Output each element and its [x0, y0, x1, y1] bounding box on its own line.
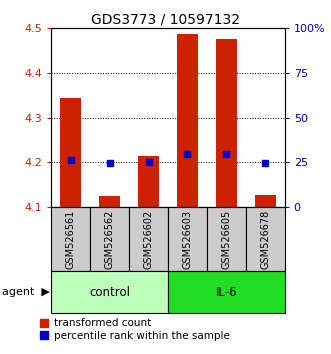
Bar [246, 207, 285, 271]
Bar [177, 34, 198, 207]
Bar [129, 207, 168, 271]
Bar [138, 156, 159, 207]
Bar [168, 207, 207, 271]
Bar [99, 196, 120, 207]
Bar [168, 271, 285, 313]
Bar [51, 271, 168, 313]
Text: GSM526678: GSM526678 [260, 209, 270, 269]
Text: IL-6: IL-6 [215, 286, 237, 298]
Bar [51, 207, 90, 271]
Bar [60, 98, 81, 207]
Bar [90, 207, 129, 271]
Bar [207, 207, 246, 271]
Text: GSM526562: GSM526562 [105, 209, 115, 269]
Text: GSM526603: GSM526603 [182, 209, 192, 269]
Text: GSM526605: GSM526605 [221, 209, 231, 269]
Bar [255, 195, 276, 207]
Bar [215, 39, 237, 207]
Text: agent  ▶: agent ▶ [2, 287, 50, 297]
Text: control: control [89, 286, 130, 298]
Text: GSM526561: GSM526561 [66, 209, 76, 269]
Text: GSM526602: GSM526602 [144, 209, 154, 269]
Text: GDS3773 / 10597132: GDS3773 / 10597132 [91, 12, 240, 27]
Legend: transformed count, percentile rank within the sample: transformed count, percentile rank withi… [40, 319, 229, 341]
